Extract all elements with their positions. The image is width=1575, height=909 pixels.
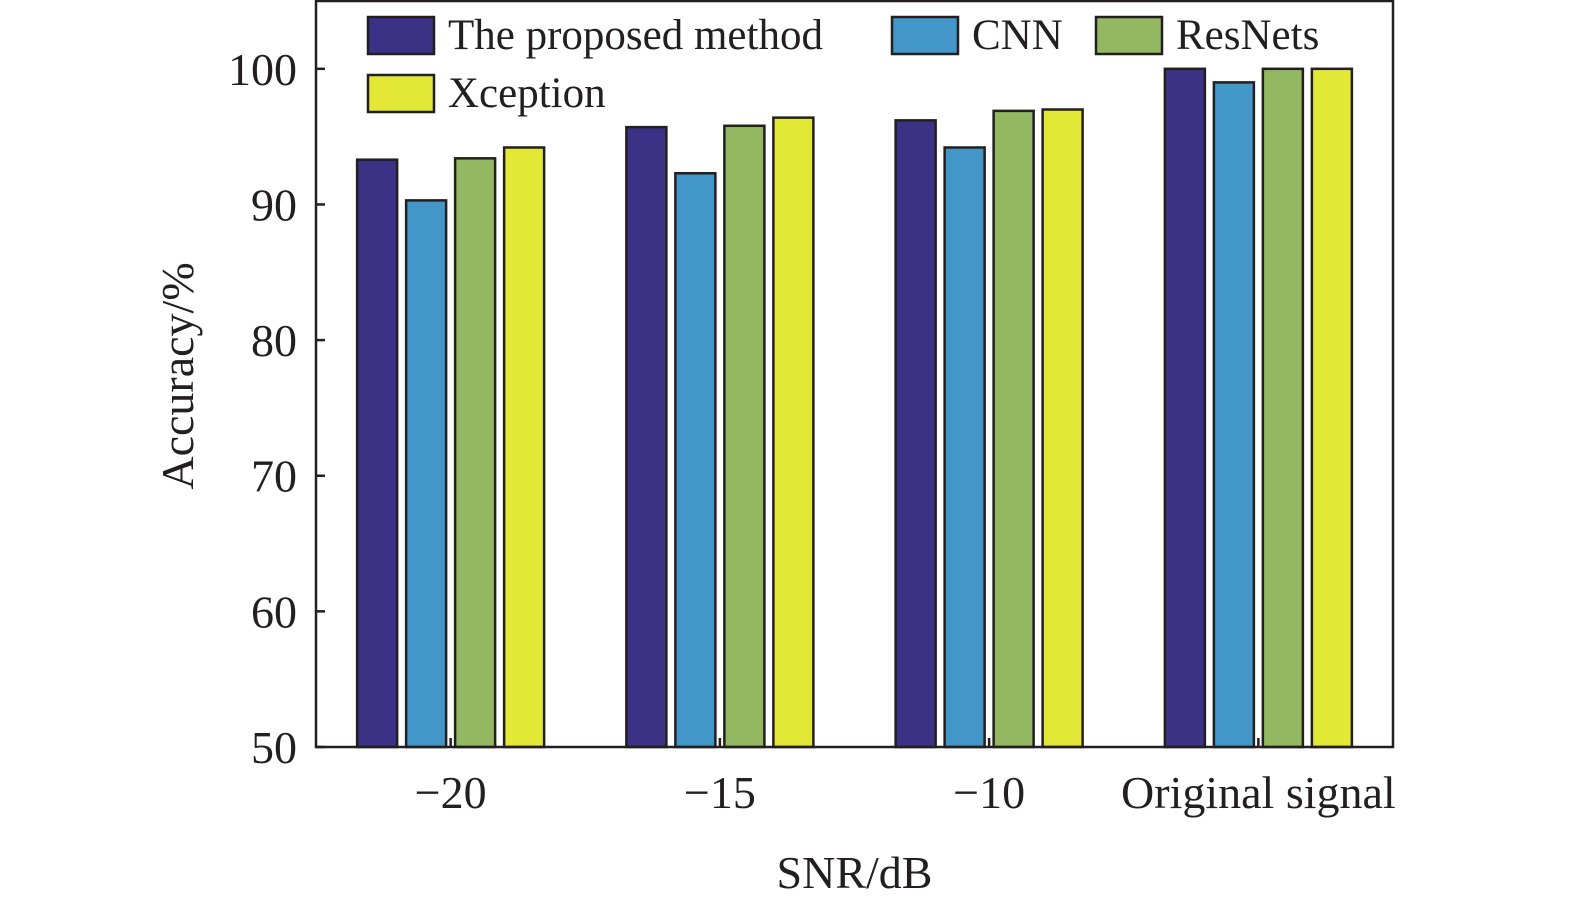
bars-group <box>355 67 1354 749</box>
bar-4-4 <box>1310 67 1354 749</box>
x-tick-label-2: −15 <box>684 767 756 818</box>
x-tick-label-3: −10 <box>953 767 1025 818</box>
bar-1-4 <box>1163 67 1207 749</box>
bar-1-2 <box>625 125 668 749</box>
bar-3-2 <box>723 124 766 749</box>
legend-swatch-4 <box>366 73 436 114</box>
bar-3-3 <box>992 109 1035 749</box>
legend-label-3: ResNets <box>1176 12 1319 59</box>
bar-2-3 <box>943 146 986 749</box>
legend-label-4: Xception <box>448 70 606 117</box>
x-axis-title: SNR/dB <box>777 847 933 898</box>
y-axis-title: Accuracy/% <box>152 262 203 489</box>
y-tick-labels: 50 60 70 80 90 100 <box>228 44 297 773</box>
axis-ticks <box>316 67 1260 749</box>
legend-label-1: The proposed method <box>448 12 823 59</box>
bar-1-1 <box>355 158 399 749</box>
legend-swatch-2 <box>890 15 960 56</box>
bar-1-3 <box>894 119 937 749</box>
bar-3-1 <box>453 157 497 749</box>
legend-label-2: CNN <box>972 12 1063 59</box>
legend-swatch-3 <box>1094 15 1164 56</box>
bar-4-1 <box>502 146 546 749</box>
y-tick-label-5: 90 <box>251 179 297 230</box>
bar-2-1 <box>404 199 448 749</box>
plot-frame <box>314 0 1395 749</box>
x-tick-label-1: −20 <box>415 767 487 818</box>
y-tick-label-3: 70 <box>251 451 297 502</box>
x-tick-labels: −20 −15 −10 Original signal <box>415 767 1396 818</box>
x-tick-label-4: Original signal <box>1121 767 1396 818</box>
bar-2-2 <box>674 172 717 749</box>
bar-4-2 <box>772 116 815 749</box>
y-tick-label-4: 80 <box>251 315 297 366</box>
bar-3-4 <box>1261 67 1305 749</box>
legend: The proposed method CNN ResNets Xception <box>366 12 1319 117</box>
bar-2-4 <box>1212 81 1256 749</box>
y-tick-label-6: 100 <box>228 44 297 95</box>
y-tick-label-1: 50 <box>251 722 297 773</box>
bar-4-3 <box>1041 108 1084 749</box>
legend-swatch-1 <box>366 15 436 56</box>
y-tick-label-2: 60 <box>251 586 297 637</box>
